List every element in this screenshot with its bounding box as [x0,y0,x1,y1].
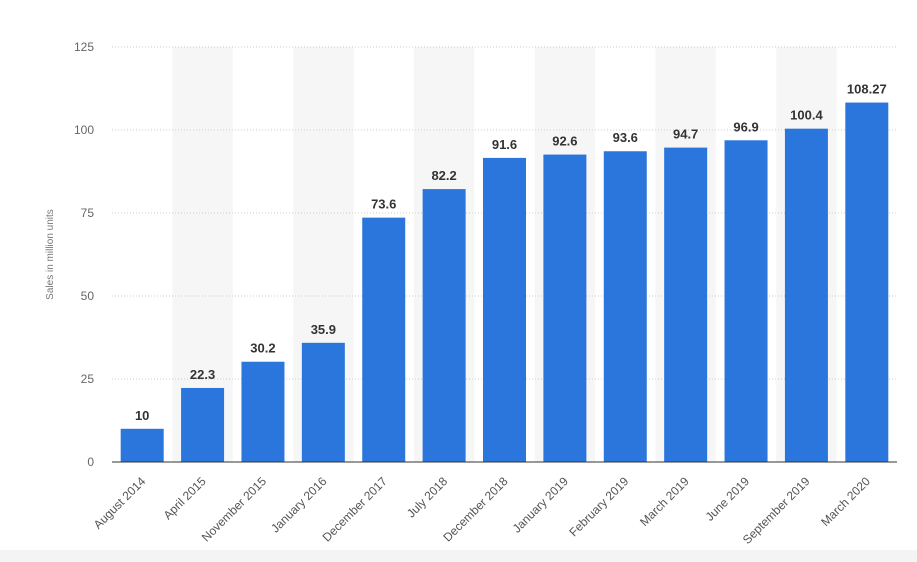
bar [664,147,708,462]
data-label: 22.3 [190,367,215,382]
bar [845,102,889,462]
x-tick-label: April 2015 [161,474,209,522]
bar [784,128,828,462]
bars [120,102,889,463]
x-tick-label: January 2019 [510,474,572,536]
x-tick-label: January 2016 [268,474,330,536]
y-tick-label: 25 [81,372,95,386]
x-tick-label: July 2018 [404,474,450,520]
x-tick-label: November 2015 [199,474,270,545]
data-label: 94.7 [673,127,698,142]
y-axis-title: Sales in million units [45,209,56,300]
x-tick-label: March 2019 [637,474,692,529]
bar [603,151,647,463]
bar [724,140,768,463]
y-tick-label: 100 [74,123,94,137]
data-label: 100.4 [790,108,823,123]
x-tick-label: December 2018 [440,474,511,545]
x-tick-label: December 2017 [320,474,391,545]
y-tick-label: 125 [74,40,94,54]
y-tick-label: 75 [81,206,95,220]
bar [543,154,587,462]
bar [301,342,345,462]
footer-strip [0,550,917,562]
x-tick-label: February 2019 [566,474,631,539]
data-label: 91.6 [492,137,517,152]
bar [120,428,164,462]
y-tick-label: 50 [81,289,95,303]
data-label: 82.2 [431,168,456,183]
x-tick-label: June 2019 [703,474,753,524]
bar [181,387,225,462]
data-labels: 10 22.3 30.2 35.9 73.6 82.2 91.6 92.6 93.6 94.7 96… [135,82,887,423]
data-label: 93.6 [613,130,638,145]
data-label: 30.2 [250,341,275,356]
data-label: 35.9 [311,322,336,337]
bar [422,189,466,462]
bar [362,217,406,462]
bar [483,157,526,462]
data-label: 10 [135,408,149,423]
bar [241,361,285,462]
x-tick-label: March 2020 [818,474,873,529]
data-label: 92.6 [552,134,577,149]
data-label: 73.6 [371,197,396,212]
data-label: 108.27 [847,82,887,97]
data-label: 96.9 [733,119,758,134]
y-axis-ticks: 0 25 50 75 100 125 [74,40,94,469]
y-tick-label: 0 [87,455,94,469]
x-tick-label: August 2014 [91,474,149,532]
